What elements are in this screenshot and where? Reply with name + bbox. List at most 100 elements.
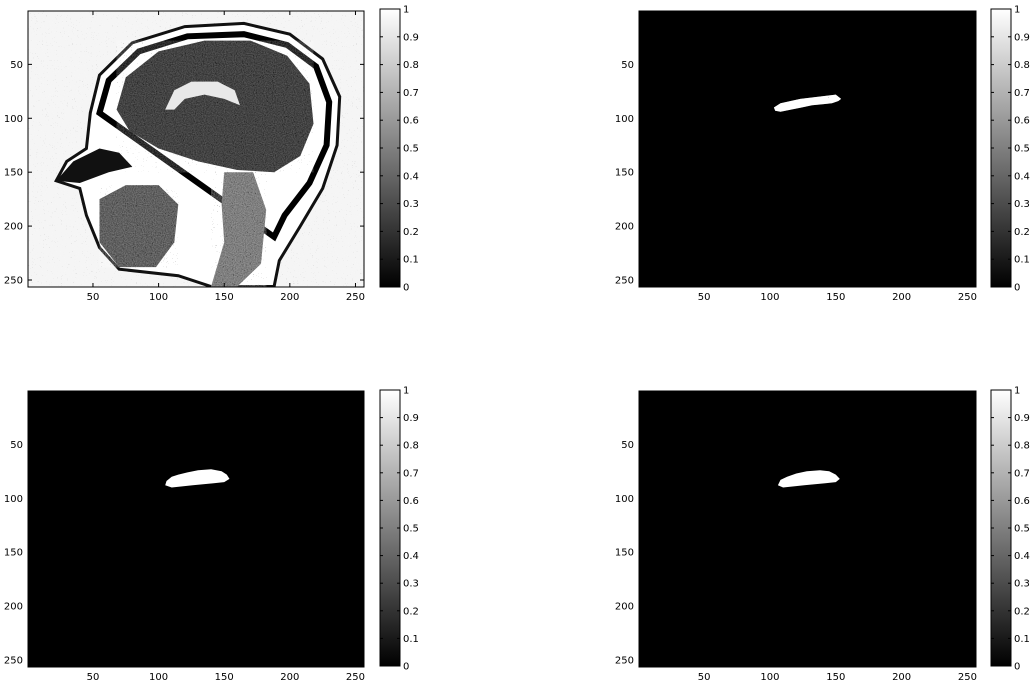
colorbar-tick-label: 1 [403, 5, 409, 16]
colorbar-tick-label: 0.6 [403, 116, 419, 127]
colorbar-tick-label: 1 [1014, 5, 1020, 16]
colorbar-tick-label: 0.4 [1014, 551, 1030, 562]
x-tick-label: 150 [826, 672, 845, 683]
brain-texture [116, 40, 314, 173]
x-tick-label: 200 [892, 672, 911, 683]
neck-texture [211, 172, 267, 287]
colorbar-tick-label: 0.3 [1014, 199, 1030, 210]
image-area [28, 11, 364, 287]
colorbar-tick-label: 0.2 [1014, 606, 1030, 617]
colorbar-tick-label: 0.6 [1014, 116, 1030, 127]
colorbar-tick-label: 0 [403, 662, 409, 673]
colorbar-tick-label: 1 [403, 386, 409, 397]
segmented-region [165, 469, 230, 488]
x-tick-label: 50 [87, 672, 100, 683]
x-tick-label: 50 [87, 292, 100, 303]
colorbar-tick-label: 0.5 [1014, 524, 1030, 535]
subplot-4: 50 100 150 200 250 50 100 150 200 250 0 0.1 0.2 0.3 0.… [615, 386, 1030, 684]
y-tick-label: 100 [615, 114, 634, 125]
x-tick-label: 150 [826, 292, 845, 303]
colorbar-tick-label: 0.1 [403, 255, 419, 266]
y-tick-label: 250 [615, 275, 634, 286]
y-tick-label: 200 [615, 222, 634, 233]
y-tick-label: 100 [4, 114, 23, 125]
colorbar: 0 0.1 0.2 0.3 0.4 0.5 0.6 0.7 0.8 0.9 1 [990, 5, 1030, 294]
colorbar-tick-label: 0.2 [403, 227, 419, 238]
colorbar-tick-label: 0.9 [403, 413, 419, 424]
colorbar-tick-label: 0.5 [403, 524, 419, 535]
colorbar-tick-label: 0.1 [1014, 255, 1030, 266]
y-tick-label: 150 [4, 548, 23, 559]
y-tick-label: 100 [4, 494, 23, 505]
x-tick-label: 250 [346, 672, 365, 683]
x-tick-label: 150 [215, 672, 234, 683]
subplot-3: 50 100 150 200 250 50 100 150 200 250 0 0.1 0.2 0.3 0.… [4, 386, 419, 684]
colorbar-tick-label: 0.7 [403, 88, 419, 99]
y-tick-label: 250 [4, 655, 23, 666]
y-tick-label: 250 [4, 275, 23, 286]
scalp-ring [96, 31, 333, 242]
y-tick-label: 200 [4, 222, 23, 233]
colorbar: 0 0.1 0.2 0.3 0.4 0.5 0.6 0.7 0.8 0.9 1 [379, 386, 419, 673]
y-tick-label: 100 [615, 494, 634, 505]
colorbar-tick-label: 0.9 [1014, 413, 1030, 424]
y-tick-label: 50 [621, 440, 634, 451]
colorbar-tick-label: 0.6 [1014, 496, 1030, 507]
x-tick-label: 100 [760, 292, 779, 303]
x-tick-label: 100 [149, 292, 168, 303]
colorbar-tick-label: 0.8 [1014, 60, 1030, 71]
x-tick-label: 50 [698, 292, 711, 303]
y-tick-label: 150 [4, 168, 23, 179]
x-tick-label: 200 [280, 292, 299, 303]
x-tick-label: 150 [215, 292, 234, 303]
colorbar-tick-label: 0.7 [1014, 88, 1030, 99]
subplot-2: 50 100 150 200 250 50 100 150 200 250 0 0.1 0.2 0.3 0.… [615, 5, 1030, 304]
colorbar-tick-label: 0.8 [403, 60, 419, 71]
colorbar-tick-label: 0.8 [1014, 441, 1030, 452]
y-tick-label: 50 [621, 60, 634, 71]
colorbar-tick-label: 0 [1014, 662, 1020, 673]
colorbar-tick-label: 0.4 [1014, 171, 1030, 182]
image-background [639, 391, 976, 667]
y-tick-label: 50 [10, 440, 23, 451]
x-tick-label: 250 [346, 292, 365, 303]
colorbar-tick-label: 1 [1014, 386, 1020, 397]
colorbar-tick-label: 0.1 [1014, 634, 1030, 645]
jaw-texture [99, 185, 179, 268]
colorbar-tick-label: 0.3 [403, 199, 419, 210]
colorbar-tick-label: 0.4 [403, 551, 419, 562]
y-tick-label: 50 [10, 60, 23, 71]
y-tick-label: 200 [615, 602, 634, 613]
x-tick-label: 200 [280, 672, 299, 683]
image-area [639, 11, 976, 287]
nasal-region [56, 148, 133, 183]
image-background [28, 391, 364, 667]
x-tick-label: 200 [892, 292, 911, 303]
image-area [639, 391, 976, 667]
colorbar-tick-label: 0.4 [403, 171, 419, 182]
colorbar-tick-label: 0.9 [1014, 32, 1030, 43]
subplot-1: 50 100 150 200 250 50 100 150 200 250 0 0.1 0.2 0.3 0.… [4, 5, 419, 304]
colorbar-tick-label: 0.2 [403, 606, 419, 617]
colorbar-tick-label: 0.3 [1014, 579, 1030, 590]
axes-frame [27, 10, 365, 288]
colorbar-tick-label: 0.3 [403, 579, 419, 590]
axes-frame [27, 390, 365, 668]
colorbar-tick-label: 0.8 [403, 441, 419, 452]
colorbar-tick-label: 0 [1014, 283, 1020, 294]
colorbar: 0 0.1 0.2 0.3 0.4 0.5 0.6 0.7 0.8 0.9 1 [379, 5, 419, 294]
x-tick-label: 250 [958, 672, 977, 683]
colorbar-tick-label: 0.1 [403, 634, 419, 645]
colorbar-tick-label: 0.7 [1014, 468, 1030, 479]
colorbar: 0 0.1 0.2 0.3 0.4 0.5 0.6 0.7 0.8 0.9 1 [990, 386, 1030, 673]
colorbar-tick-label: 0.9 [403, 32, 419, 43]
axes-frame [638, 10, 977, 288]
corpus-callosum [165, 81, 240, 110]
y-tick-label: 150 [615, 548, 634, 559]
segmented-region [777, 470, 840, 488]
y-tick-label: 150 [615, 168, 634, 179]
subplot-grid: 50 100 150 200 2505010015020025000.10.20.30.… [4, 5, 1030, 684]
colorbar-tick-label: 0.5 [1014, 144, 1030, 155]
x-tick-label: 50 [698, 672, 711, 683]
